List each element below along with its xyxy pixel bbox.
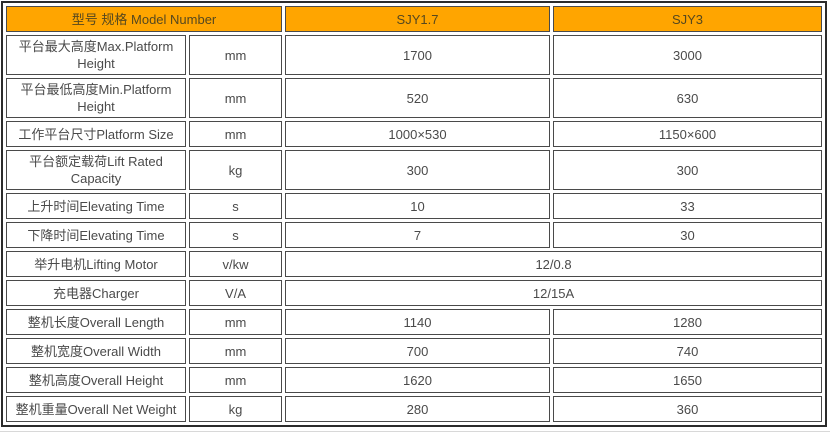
spec-table-body: 平台最大高度Max.Platform Height mm 1700 3000 平台最低高…: [6, 35, 822, 422]
spec-value-cell-sjy1-7: 1140: [285, 309, 550, 335]
spec-unit-cell: kg: [189, 396, 283, 422]
spec-label-cell: 整机长度Overall Length: [6, 309, 186, 335]
header-row: 型号 规格 Model Number SJY1.7 SJY3: [6, 6, 822, 32]
spec-value-cell-sjy3: 740: [552, 338, 822, 364]
spec-label-cell: 充电器Charger: [6, 280, 186, 306]
column-header-sjy3: SJY3: [552, 6, 822, 32]
spec-unit-cell: mm: [189, 338, 283, 364]
spec-value-cell-sjy3: 1150×600: [552, 121, 822, 147]
table-row: 整机高度Overall Height mm 1620 1650: [6, 367, 822, 393]
table-row: 充电器Charger V/A 12/15A: [6, 280, 822, 306]
spec-unit-cell: kg: [189, 150, 283, 190]
spec-label-cell: 平台额定载荷Lift Rated Capacity: [6, 150, 186, 190]
spec-value-cell-sjy1-7: 10: [285, 193, 550, 219]
model-number-header: 型号 规格 Model Number: [6, 6, 283, 32]
column-header-sjy1-7: SJY1.7: [285, 6, 550, 32]
spec-value-cell-sjy3: 30: [552, 222, 822, 248]
table-row: 平台最低高度Min.Platform Height mm 520 630: [6, 78, 822, 118]
spec-value-cell-sjy1-7: 7: [285, 222, 550, 248]
table-row: 工作平台尺寸Platform Size mm 1000×530 1150×600: [6, 121, 822, 147]
table-row: 平台最大高度Max.Platform Height mm 1700 3000: [6, 35, 822, 75]
spec-label-cell: 上升时间Elevating Time: [6, 193, 186, 219]
spec-unit-cell: V/A: [189, 280, 283, 306]
spec-unit-cell: mm: [189, 309, 283, 335]
table-row: 整机重量Overall Net Weight kg 280 360: [6, 396, 822, 422]
table-row: 整机长度Overall Length mm 1140 1280: [6, 309, 822, 335]
table-row: 整机宽度Overall Width mm 700 740: [6, 338, 822, 364]
table-row: 上升时间Elevating Time s 10 33: [6, 193, 822, 219]
spec-value-cell-sjy1-7: 280: [285, 396, 550, 422]
spec-unit-cell: v/kw: [189, 251, 283, 277]
spec-value-cell-sjy1-7: 520: [285, 78, 550, 118]
table-row: 平台额定载荷Lift Rated Capacity kg 300 300: [6, 150, 822, 190]
spec-value-cell-sjy3: 300: [552, 150, 822, 190]
spec-value-cell-sjy3: 33: [552, 193, 822, 219]
spec-value-cell-shared: 12/15A: [285, 280, 822, 306]
spec-label-cell: 整机高度Overall Height: [6, 367, 186, 393]
spec-value-cell-sjy1-7: 300: [285, 150, 550, 190]
spec-unit-cell: s: [189, 193, 283, 219]
spec-value-cell-sjy1-7: 1700: [285, 35, 550, 75]
spec-value-cell-shared: 12/0.8: [285, 251, 822, 277]
spec-unit-cell: mm: [189, 121, 283, 147]
spec-label-cell: 下降时间Elevating Time: [6, 222, 186, 248]
table-row: 下降时间Elevating Time s 7 30: [6, 222, 822, 248]
spec-label-cell: 平台最低高度Min.Platform Height: [6, 78, 186, 118]
spec-value-cell-sjy1-7: 1000×530: [285, 121, 550, 147]
spec-value-cell-sjy3: 3000: [552, 35, 822, 75]
table-row: 举升电机Lifting Motor v/kw 12/0.8: [6, 251, 822, 277]
spec-value-cell-sjy3: 630: [552, 78, 822, 118]
spec-unit-cell: mm: [189, 367, 283, 393]
spec-label-cell: 工作平台尺寸Platform Size: [6, 121, 186, 147]
spec-unit-cell: mm: [189, 78, 283, 118]
spec-value-cell-sjy1-7: 700: [285, 338, 550, 364]
spec-value-cell-sjy3: 1280: [552, 309, 822, 335]
spec-unit-cell: s: [189, 222, 283, 248]
spec-unit-cell: mm: [189, 35, 283, 75]
spec-value-cell-sjy3: 1650: [552, 367, 822, 393]
spec-label-cell: 整机宽度Overall Width: [6, 338, 186, 364]
spec-label-cell: 平台最大高度Max.Platform Height: [6, 35, 186, 75]
spec-label-cell: 整机重量Overall Net Weight: [6, 396, 186, 422]
spec-value-cell-sjy3: 360: [552, 396, 822, 422]
spec-value-cell-sjy1-7: 1620: [285, 367, 550, 393]
spec-label-cell: 举升电机Lifting Motor: [6, 251, 186, 277]
